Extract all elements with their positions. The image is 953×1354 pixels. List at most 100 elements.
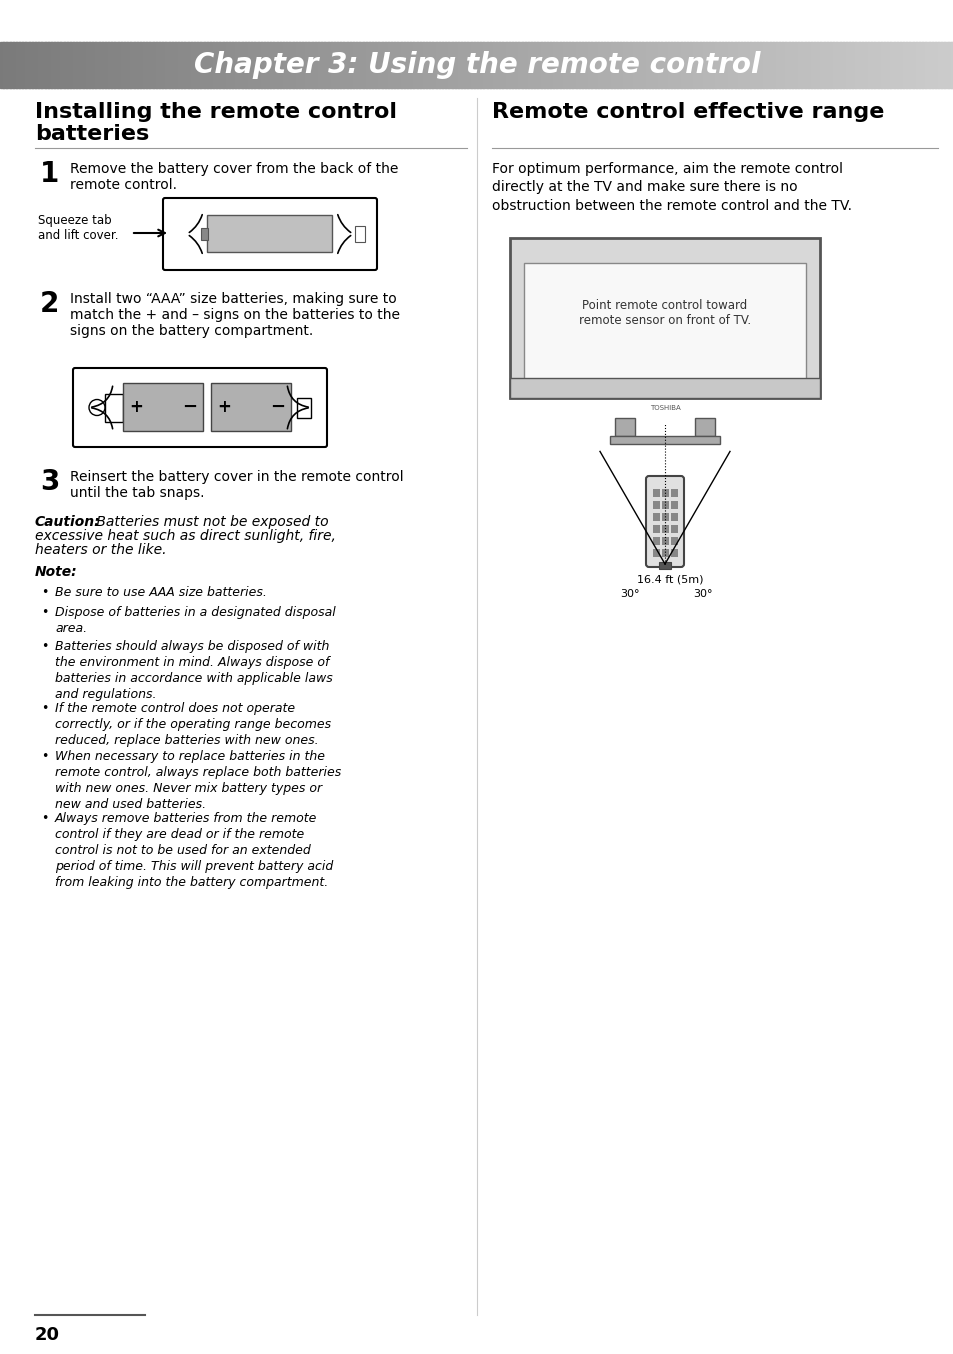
Bar: [200, 42, 204, 88]
Text: Note:: Note:: [35, 565, 77, 580]
Bar: [652, 548, 659, 556]
Bar: [727, 42, 732, 88]
Bar: [19, 42, 23, 88]
Bar: [136, 42, 141, 88]
Bar: [238, 42, 242, 88]
Bar: [369, 42, 373, 88]
Bar: [603, 42, 608, 88]
Bar: [760, 42, 763, 88]
Bar: [803, 42, 808, 88]
Bar: [438, 42, 442, 88]
Bar: [105, 42, 109, 88]
Bar: [29, 42, 32, 88]
Bar: [886, 42, 890, 88]
Bar: [124, 42, 128, 88]
Bar: [133, 42, 137, 88]
Bar: [565, 42, 570, 88]
Bar: [695, 418, 714, 436]
Bar: [664, 42, 668, 88]
Bar: [302, 42, 306, 88]
Bar: [7, 42, 10, 88]
Bar: [841, 42, 846, 88]
Bar: [286, 42, 290, 88]
Bar: [899, 42, 903, 88]
Bar: [232, 42, 236, 88]
Bar: [117, 42, 122, 88]
Bar: [48, 42, 51, 88]
Bar: [372, 42, 375, 88]
Text: Remove the battery cover from the back of the
remote control.: Remove the battery cover from the back o…: [70, 162, 398, 192]
Text: 3: 3: [40, 468, 59, 496]
Bar: [679, 42, 684, 88]
Bar: [298, 42, 303, 88]
Bar: [594, 42, 598, 88]
Bar: [388, 42, 392, 88]
Text: heaters or the like.: heaters or the like.: [35, 543, 167, 556]
Bar: [140, 42, 144, 88]
Bar: [836, 42, 840, 88]
Bar: [102, 42, 106, 88]
Bar: [813, 42, 818, 88]
Bar: [712, 42, 716, 88]
Bar: [661, 489, 668, 497]
Bar: [658, 42, 661, 88]
Bar: [708, 42, 713, 88]
Bar: [686, 42, 690, 88]
Text: •: •: [41, 701, 49, 715]
Bar: [295, 42, 299, 88]
Bar: [203, 42, 208, 88]
Bar: [114, 42, 118, 88]
Bar: [67, 42, 71, 88]
Bar: [902, 42, 906, 88]
Bar: [26, 42, 30, 88]
Bar: [670, 513, 678, 521]
Bar: [645, 42, 649, 88]
Bar: [632, 42, 637, 88]
Bar: [931, 42, 935, 88]
Bar: [403, 42, 408, 88]
Bar: [105, 394, 123, 421]
Text: Dispose of batteries in a designated disposal
area.: Dispose of batteries in a designated dis…: [55, 607, 335, 635]
Text: 20: 20: [35, 1326, 60, 1345]
Bar: [489, 42, 494, 88]
Bar: [941, 42, 944, 88]
Bar: [476, 42, 480, 88]
Text: batteries: batteries: [35, 125, 149, 144]
Bar: [510, 238, 820, 398]
Bar: [464, 42, 468, 88]
Text: 30°: 30°: [693, 589, 712, 598]
Bar: [521, 42, 525, 88]
Bar: [479, 42, 484, 88]
Bar: [880, 42, 884, 88]
Bar: [51, 42, 55, 88]
Bar: [670, 548, 678, 556]
Bar: [197, 42, 201, 88]
Bar: [613, 42, 618, 88]
Bar: [855, 42, 859, 88]
Bar: [35, 42, 39, 88]
Bar: [734, 42, 738, 88]
Bar: [683, 42, 687, 88]
Bar: [581, 42, 585, 88]
Bar: [407, 42, 411, 88]
Bar: [724, 42, 728, 88]
Bar: [496, 42, 499, 88]
Bar: [510, 378, 820, 398]
Bar: [483, 42, 487, 88]
Bar: [652, 538, 659, 546]
Bar: [64, 42, 68, 88]
Bar: [908, 42, 913, 88]
Bar: [652, 513, 659, 521]
Bar: [381, 42, 385, 88]
Bar: [235, 42, 239, 88]
Bar: [413, 42, 417, 88]
Bar: [378, 42, 382, 88]
Bar: [188, 42, 192, 88]
Bar: [527, 42, 532, 88]
Bar: [270, 42, 274, 88]
Bar: [172, 42, 175, 88]
Bar: [305, 42, 309, 88]
Bar: [432, 42, 436, 88]
Bar: [127, 42, 132, 88]
Bar: [721, 42, 725, 88]
